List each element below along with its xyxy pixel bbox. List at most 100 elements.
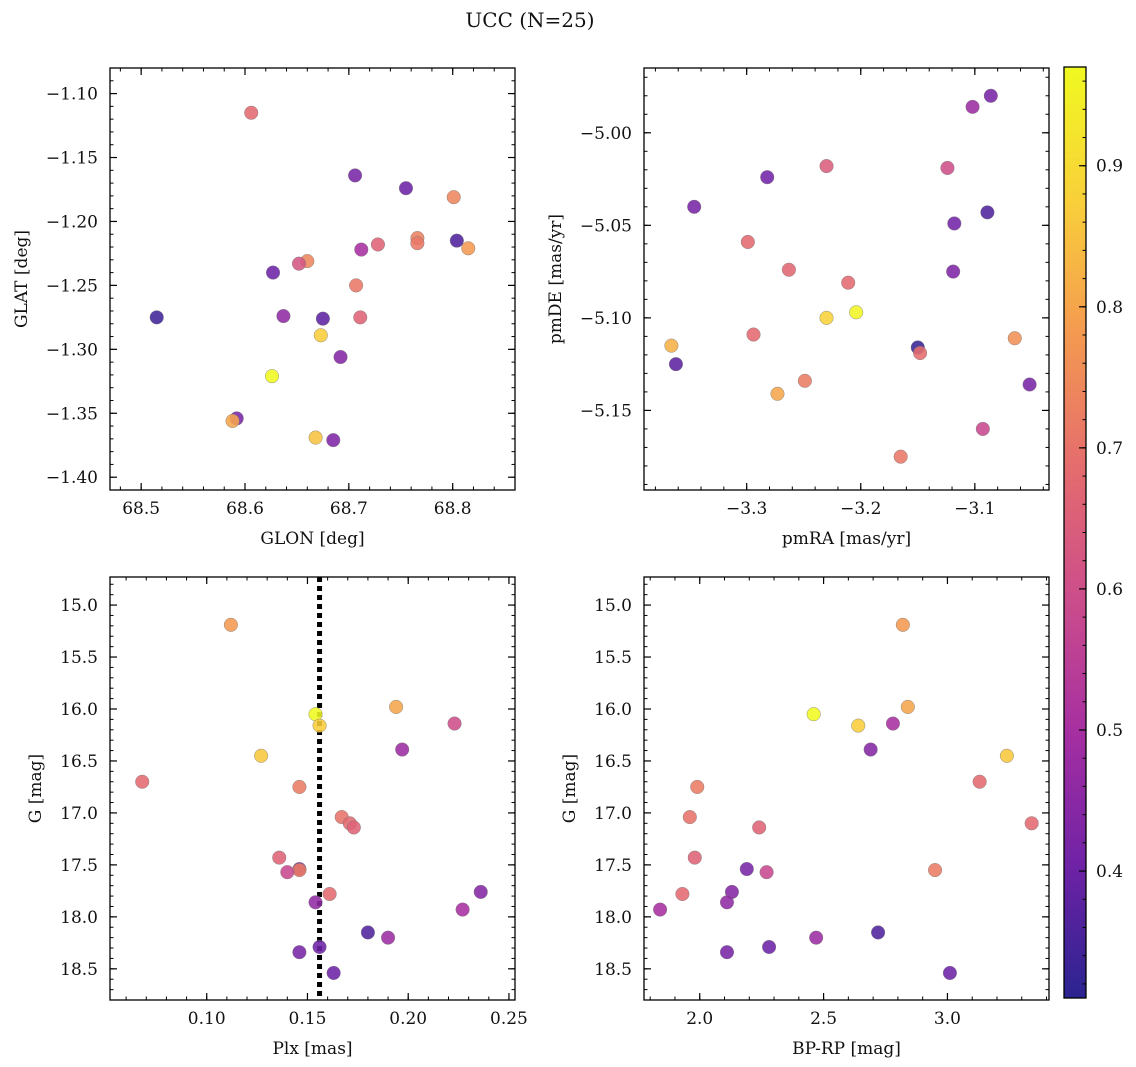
data-point (762, 939, 777, 954)
data-point (254, 748, 269, 763)
y-axis-label: G [mag] (560, 754, 580, 823)
data-point (806, 707, 821, 722)
y-tick-label: 18.5 (60, 960, 98, 980)
data-point (819, 159, 834, 174)
data-point (809, 930, 824, 945)
y-tick-label: −5.00 (580, 124, 632, 144)
data-point (664, 338, 679, 353)
colorbar-tick-label: 0.4 (1096, 862, 1123, 882)
data-point (999, 748, 1014, 763)
x-axis-label: BP-RP [mag] (792, 1039, 901, 1059)
x-tick-label: 2.0 (686, 1009, 713, 1029)
x-tick-label: 0.20 (389, 1009, 427, 1029)
data-point (461, 241, 476, 256)
data-point (687, 850, 702, 865)
data-point (349, 278, 364, 293)
data-point (292, 863, 307, 878)
data-point (354, 242, 369, 257)
x-tick-label: 68.8 (434, 499, 472, 519)
data-point (225, 413, 240, 428)
data-point (940, 160, 955, 175)
x-tick-label: 68.7 (330, 499, 368, 519)
data-point (292, 256, 307, 271)
data-point (395, 742, 410, 757)
data-point (819, 310, 834, 325)
y-tick-label: 17.5 (60, 856, 98, 876)
data-point (1007, 331, 1022, 346)
data-point (449, 233, 464, 248)
data-point (885, 716, 900, 731)
data-point (871, 925, 886, 940)
data-point (266, 265, 281, 280)
data-point (446, 190, 461, 205)
data-point (455, 902, 470, 917)
cmd-panel: 2.0 2.5 3.0 15.0 15.5 16.0 16.5 17.0 17.5 18.0 18.… (560, 576, 1050, 1059)
data-point (326, 433, 341, 448)
ticks (110, 67, 516, 491)
data-point (740, 234, 755, 249)
data-point (947, 216, 962, 231)
x-tick-label: 2.5 (810, 1009, 837, 1029)
data-point (900, 699, 915, 714)
y-tick-label: 17.0 (60, 804, 98, 824)
data-point (682, 810, 697, 825)
panels: 68.5 68.6 68.7 68.8 −1.40 −1.35 −1.30 −1.25 −1.2… (12, 67, 1050, 1059)
data-point (346, 820, 361, 835)
x-axis-label: Plx [mas] (272, 1039, 352, 1059)
scatter-points (149, 105, 476, 448)
data-point (370, 237, 385, 252)
y-axis-label: G [mag] (26, 754, 46, 823)
data-point (759, 865, 774, 880)
y-tick-label: −5.10 (580, 309, 632, 329)
pm-panel: −3.3 −3.2 −3.1 −5.15 −5.10 −5.05 −5.00 pmRA [ma… (546, 67, 1050, 549)
x-tick-label: 68.6 (226, 499, 264, 519)
y-axis-label: GLAT [deg] (12, 230, 32, 328)
data-point (675, 886, 690, 901)
data-point (292, 779, 307, 794)
y-tick-label: 18.0 (60, 908, 98, 928)
data-point (946, 264, 961, 279)
data-point (333, 350, 348, 365)
y-tick-label: 15.5 (60, 648, 98, 668)
data-point (313, 328, 328, 343)
data-point (265, 369, 280, 384)
y-tick-label: 16.0 (594, 700, 632, 720)
colorbar-tick-label: 0.6 (1096, 580, 1123, 600)
data-point (473, 884, 488, 899)
data-point (797, 373, 812, 388)
colorbar-tick-label: 0.7 (1096, 439, 1123, 459)
data-point (348, 168, 363, 183)
scatter-points (135, 617, 488, 980)
y-tick-label: 17.5 (594, 856, 632, 876)
data-point (851, 718, 866, 733)
x-tick-label: 68.5 (122, 499, 160, 519)
data-point (276, 309, 291, 324)
x-tick-label: 0.10 (188, 1009, 226, 1029)
data-point (739, 862, 754, 877)
data-point (965, 99, 980, 114)
data-point (863, 742, 878, 757)
colorbar: 0.4 0.5 0.6 0.7 0.8 0.9 (1063, 66, 1123, 999)
data-point (1024, 816, 1039, 831)
colorbar-gradient (1064, 67, 1086, 998)
x-axis-label: pmRA [mas/yr] (782, 529, 911, 549)
data-point (719, 895, 734, 910)
scatter-points (653, 617, 1039, 980)
y-tick-label: 16.5 (594, 752, 632, 772)
y-tick-label: −1.30 (46, 340, 98, 360)
x-tick-label: 3.0 (934, 1009, 961, 1029)
y-tick-label: 18.5 (594, 960, 632, 980)
y-tick-label: 15.0 (60, 596, 98, 616)
figure-title: UCC (N=25) (465, 8, 594, 32)
ticks (644, 68, 1049, 490)
y-tick-label: −1.10 (46, 85, 98, 105)
y-tick-label: 15.0 (594, 596, 632, 616)
data-point (928, 863, 943, 878)
y-tick-label: 17.0 (594, 804, 632, 824)
axes-frame (643, 67, 1050, 491)
y-tick-label: 16.5 (60, 752, 98, 772)
y-tick-label: −1.35 (46, 404, 98, 424)
y-tick-label: 15.5 (594, 648, 632, 668)
data-point (1022, 377, 1037, 392)
